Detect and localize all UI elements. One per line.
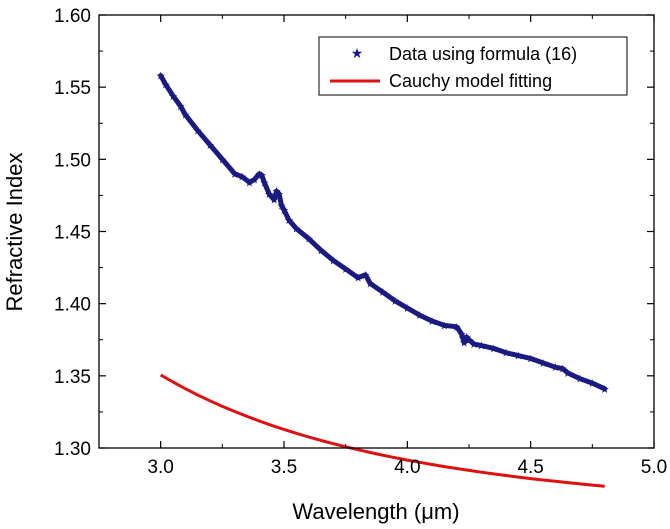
legend-label-fit: Cauchy model fitting [389, 71, 552, 91]
y-tick-label: 1.50 [54, 150, 91, 171]
data-point: ★ [217, 153, 227, 166]
data-point: ★ [353, 272, 363, 285]
data-point: ★ [365, 277, 375, 290]
data-point: ★ [378, 286, 388, 299]
data-point: ★ [526, 353, 536, 366]
data-point: ★ [279, 204, 289, 217]
data-point: ★ [452, 321, 462, 334]
data-point: ★ [284, 214, 294, 227]
data-point: ★ [328, 254, 338, 267]
data-point: ★ [538, 357, 548, 370]
data-point: ★ [274, 188, 284, 201]
x-axis-title: Wavelength (μm) [292, 499, 459, 524]
data-point: ★ [513, 350, 523, 363]
data-point: ★ [550, 361, 560, 374]
data-point: ★ [360, 269, 370, 282]
data-point: ★ [175, 100, 185, 113]
data-point: ★ [259, 176, 269, 189]
data-point: ★ [277, 200, 287, 213]
data-point: ★ [316, 244, 326, 257]
x-tick-label: 5.0 [641, 457, 667, 478]
y-tick-label: 1.30 [54, 439, 91, 460]
data-point: ★ [476, 340, 486, 353]
legend-box [318, 36, 628, 96]
data-point: ★ [291, 223, 301, 236]
data-point: ★ [575, 373, 585, 386]
data-point: ★ [272, 185, 282, 198]
ticks-layer: 3.0 3.5 4.0 4.5 5.0 1.30 1.35 1.40 1.45 1.50 1.55 1… [54, 6, 667, 478]
data-point: ★ [156, 70, 166, 83]
data-point: ★ [237, 171, 247, 184]
y-tick-label: 1.35 [54, 367, 91, 388]
data-point: ★ [168, 90, 178, 103]
data-point: ★ [459, 337, 469, 350]
x-tick-label: 3.0 [147, 457, 173, 478]
data-point: ★ [257, 169, 267, 182]
data-point: ★ [402, 302, 412, 315]
data-point: ★ [205, 139, 215, 152]
data-point: ★ [600, 383, 610, 396]
data-point: ★ [341, 263, 351, 276]
y-axis-title: Refractive Index [2, 153, 27, 312]
data-point: ★ [427, 315, 437, 328]
data-point: ★ [415, 309, 425, 322]
data-point: ★ [180, 109, 190, 122]
y-tick-label: 1.45 [54, 223, 91, 244]
legend-label-data: Data using formula (16) [389, 44, 577, 64]
data-point: ★ [587, 377, 597, 390]
data-point: ★ [269, 194, 279, 207]
data-point: ★ [558, 363, 568, 376]
data-point: ★ [457, 328, 467, 341]
x-tick-label: 4.5 [517, 457, 543, 478]
legend-marker-data: ★ [351, 46, 364, 62]
y-tick-label: 1.60 [54, 6, 91, 27]
data-point: ★ [462, 331, 472, 344]
data-point: ★ [161, 78, 171, 91]
data-point: ★ [489, 342, 499, 355]
data-point: ★ [439, 319, 449, 332]
data-point: ★ [193, 124, 203, 137]
data-point: ★ [304, 233, 314, 246]
data-series-trace [158, 73, 608, 392]
y-tick-label: 1.40 [54, 295, 91, 316]
data-layer: ★★★★★★★★★★★★★★★★★★★★★★★★★★★★★★★★★★ ★ ★ ★★★★… [156, 70, 610, 488]
data-point: ★ [464, 334, 474, 347]
fit-series-line [159, 373, 605, 488]
data-point: ★ [254, 168, 264, 181]
data-point: ★ [245, 176, 255, 189]
data-point: ★ [563, 367, 573, 380]
data-point: ★ [469, 338, 479, 351]
data-point: ★ [249, 174, 259, 187]
x-tick-label: 4.0 [394, 457, 420, 478]
data-point: ★ [230, 168, 240, 181]
x-tick-label: 3.5 [271, 457, 297, 478]
data-point: ★ [264, 188, 274, 201]
y-tick-label: 1.55 [54, 78, 91, 99]
data-point: ★ [390, 295, 400, 308]
data-point: ★ [501, 347, 511, 360]
legend: ★ Data using formula (16) Cauchy model f… [318, 36, 628, 96]
